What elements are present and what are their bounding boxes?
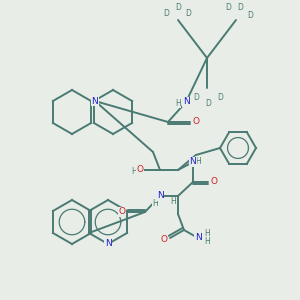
Text: H: H xyxy=(204,238,210,247)
Text: D: D xyxy=(225,4,231,13)
Text: N: N xyxy=(157,191,164,200)
Text: H: H xyxy=(152,199,158,208)
Text: N: N xyxy=(195,233,201,242)
Text: H: H xyxy=(175,98,181,107)
Text: H: H xyxy=(170,197,176,206)
Text: D: D xyxy=(193,94,199,103)
Text: O: O xyxy=(160,236,167,244)
Text: N: N xyxy=(92,97,98,106)
Text: D: D xyxy=(185,10,191,19)
Text: D: D xyxy=(217,94,223,103)
Text: D: D xyxy=(205,98,211,107)
Text: D: D xyxy=(175,4,181,13)
Text: O: O xyxy=(136,166,143,175)
Text: O: O xyxy=(211,178,218,187)
Text: H: H xyxy=(131,167,137,176)
Text: D: D xyxy=(237,4,243,13)
Text: H: H xyxy=(195,157,201,166)
Text: O: O xyxy=(118,208,125,217)
Text: N: N xyxy=(190,158,196,166)
Text: O: O xyxy=(193,118,200,127)
Text: N: N xyxy=(183,98,189,106)
Text: N: N xyxy=(105,239,111,248)
Text: D: D xyxy=(163,10,169,19)
Text: D: D xyxy=(247,11,253,20)
Text: H: H xyxy=(204,230,210,238)
